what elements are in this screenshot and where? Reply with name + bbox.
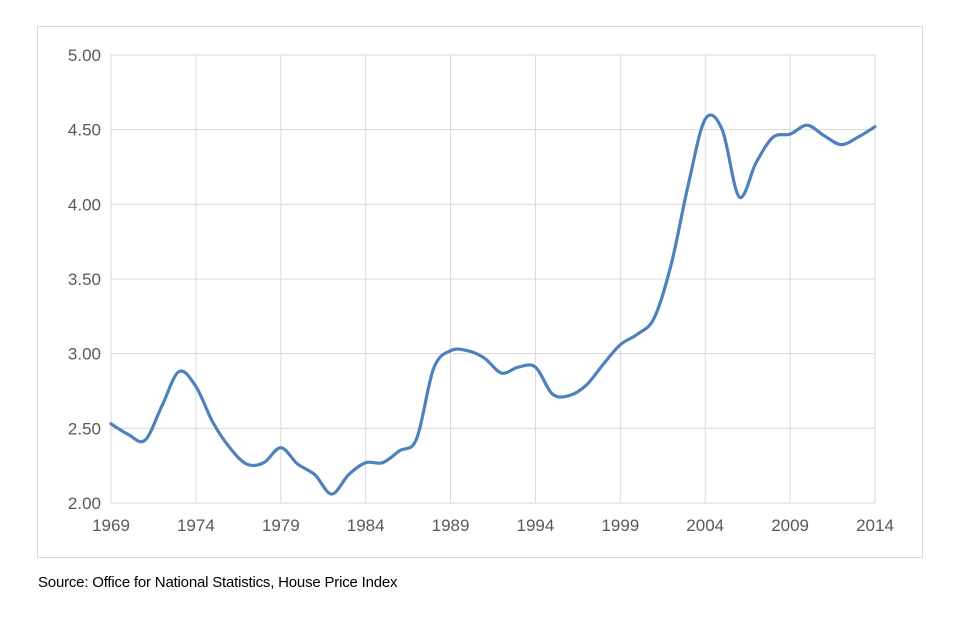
- data-point: [431, 366, 437, 372]
- data-point: [583, 382, 589, 388]
- y-axis-tick-labels: 2.00 2.50 3.00 3.50 4.00 4.50 5.00: [68, 46, 101, 513]
- data-point: [448, 348, 454, 354]
- data-point: [855, 134, 861, 140]
- x-tick-label: 1994: [517, 516, 555, 535]
- gridlines: [110, 54, 876, 504]
- data-point: [108, 421, 114, 427]
- data-point: [227, 445, 233, 451]
- data-point: [380, 460, 386, 466]
- data-point: [787, 131, 793, 137]
- data-point: [244, 461, 250, 467]
- series-layer: [108, 113, 878, 497]
- data-point: [498, 370, 504, 376]
- data-point: [770, 134, 776, 140]
- x-tick-label: 2004: [686, 516, 724, 535]
- y-tick-label: 4.50: [68, 121, 101, 140]
- data-point: [566, 392, 572, 398]
- data-point: [821, 133, 827, 139]
- data-point: [414, 436, 420, 442]
- x-tick-label: 2014: [856, 516, 894, 535]
- x-tick-label: 1984: [347, 516, 385, 535]
- data-point: [668, 261, 674, 267]
- data-point: [804, 122, 810, 128]
- data-point: [651, 315, 657, 321]
- y-tick-label: 4.00: [68, 195, 101, 214]
- data-point: [295, 461, 301, 467]
- data-point: [329, 491, 335, 497]
- data-point: [719, 127, 725, 133]
- data-point: [346, 472, 352, 478]
- data-point: [617, 342, 623, 348]
- y-tick-label: 5.00: [68, 46, 101, 65]
- series-line-0: [109, 113, 877, 496]
- y-tick-label: 2.50: [68, 419, 101, 438]
- line-chart: 2.00 2.50 3.00 3.50 4.00 4.50 5.00 1969 1974 197…: [68, 46, 894, 535]
- data-point: [210, 419, 216, 425]
- data-point: [125, 431, 131, 437]
- x-tick-label: 2009: [771, 516, 809, 535]
- x-tick-label: 1969: [92, 516, 130, 535]
- x-tick-label: 1979: [262, 516, 300, 535]
- data-point: [685, 182, 691, 188]
- y-tick-label: 2.00: [68, 494, 101, 513]
- chart-frame: 2.00 2.50 3.00 3.50 4.00 4.50 5.00 1969 1974 197…: [37, 26, 923, 558]
- x-axis-tick-labels: 1969 1974 1979 1984 1989 1994 1999 2004 2009 2014: [92, 516, 894, 535]
- data-point: [261, 460, 267, 466]
- data-point: [363, 460, 369, 466]
- data-point: [312, 472, 318, 478]
- data-point: [193, 384, 199, 390]
- data-point: [634, 331, 640, 337]
- y-tick-label: 3.00: [68, 345, 101, 364]
- data-point: [142, 437, 148, 443]
- data-point: [702, 116, 708, 122]
- data-point: [600, 361, 606, 367]
- data-point: [465, 348, 471, 354]
- data-point: [872, 124, 878, 130]
- data-point: [278, 445, 284, 451]
- data-point: [515, 364, 521, 370]
- data-point: [736, 194, 742, 200]
- y-tick-label: 3.50: [68, 270, 101, 289]
- data-point: [482, 355, 488, 361]
- data-point: [397, 448, 403, 454]
- data-point: [532, 364, 538, 370]
- data-point: [549, 391, 555, 397]
- data-point: [176, 369, 182, 375]
- source-note: Source: Office for National Statistics, …: [38, 574, 398, 591]
- x-tick-label: 1999: [601, 516, 639, 535]
- data-point: [753, 160, 759, 166]
- data-point: [838, 142, 844, 148]
- x-tick-label: 1974: [177, 516, 215, 535]
- x-tick-label: 1989: [432, 516, 470, 535]
- data-point: [159, 403, 165, 409]
